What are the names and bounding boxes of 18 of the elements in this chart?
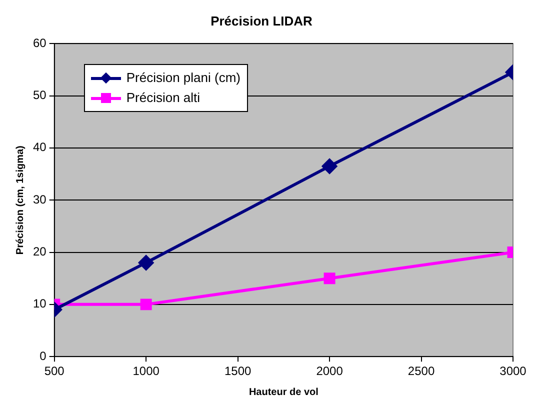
- y-tick-label: 60: [32, 36, 47, 50]
- y-tick-label: 50: [32, 88, 47, 102]
- y-tick-label: 10: [32, 296, 47, 311]
- y-axis-title: Précision (cm, 1sigma): [14, 146, 26, 255]
- x-tick-label: 2000: [316, 364, 344, 378]
- x-tick-label: 2500: [408, 364, 435, 378]
- x-tick-label: 3000: [500, 364, 527, 378]
- x-tick-label: 1500: [224, 364, 252, 378]
- legend-label: Précision plani (cm): [126, 70, 240, 86]
- y-tick-label: 30: [32, 192, 47, 206]
- chart-title: Précision LIDAR: [210, 13, 314, 28]
- x-axis-title: Hauteur de vol: [248, 386, 319, 398]
- legend-label: Précision alti: [126, 90, 200, 106]
- x-tick-label: 500: [44, 364, 65, 378]
- y-tick-label: 0: [40, 348, 47, 363]
- x-tick-label: 1000: [132, 364, 160, 378]
- y-tick-label: 20: [32, 244, 47, 259]
- y-tick-label: 40: [32, 140, 47, 154]
